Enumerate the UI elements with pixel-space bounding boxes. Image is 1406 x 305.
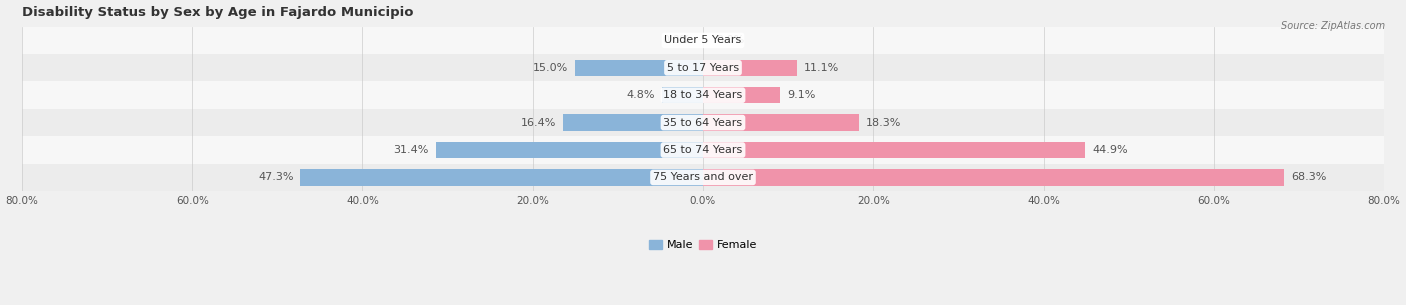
Text: 15.0%: 15.0%	[533, 63, 568, 73]
Text: 47.3%: 47.3%	[259, 172, 294, 182]
Bar	[301, 169, 703, 186]
Text: 11.1%: 11.1%	[804, 63, 839, 73]
Bar	[22, 27, 1384, 54]
Text: Disability Status by Sex by Age in Fajardo Municipio: Disability Status by Sex by Age in Fajar…	[22, 5, 413, 19]
Bar	[22, 54, 1384, 81]
Bar	[703, 142, 1085, 158]
Text: 68.3%: 68.3%	[1291, 172, 1327, 182]
Text: 0.0%: 0.0%	[662, 35, 690, 45]
Bar	[22, 164, 1384, 191]
Bar	[703, 59, 797, 76]
Text: 18 to 34 Years: 18 to 34 Years	[664, 90, 742, 100]
Text: 0.0%: 0.0%	[716, 35, 744, 45]
Text: 75 Years and over: 75 Years and over	[652, 172, 754, 182]
Bar	[703, 114, 859, 131]
Text: 16.4%: 16.4%	[522, 118, 557, 127]
Text: Under 5 Years: Under 5 Years	[665, 35, 741, 45]
Legend: Male, Female: Male, Female	[644, 235, 762, 255]
Bar	[22, 109, 1384, 136]
Bar	[22, 136, 1384, 164]
Text: 5 to 17 Years: 5 to 17 Years	[666, 63, 740, 73]
Text: 18.3%: 18.3%	[866, 118, 901, 127]
Bar	[703, 169, 1285, 186]
Text: 9.1%: 9.1%	[787, 90, 815, 100]
Text: Source: ZipAtlas.com: Source: ZipAtlas.com	[1281, 21, 1385, 31]
Text: 44.9%: 44.9%	[1092, 145, 1128, 155]
Text: 35 to 64 Years: 35 to 64 Years	[664, 118, 742, 127]
Text: 4.8%: 4.8%	[627, 90, 655, 100]
Bar	[575, 59, 703, 76]
Bar	[662, 87, 703, 103]
Bar	[22, 81, 1384, 109]
Bar	[564, 114, 703, 131]
Text: 31.4%: 31.4%	[394, 145, 429, 155]
Bar	[436, 142, 703, 158]
Text: 65 to 74 Years: 65 to 74 Years	[664, 145, 742, 155]
Bar	[703, 87, 780, 103]
